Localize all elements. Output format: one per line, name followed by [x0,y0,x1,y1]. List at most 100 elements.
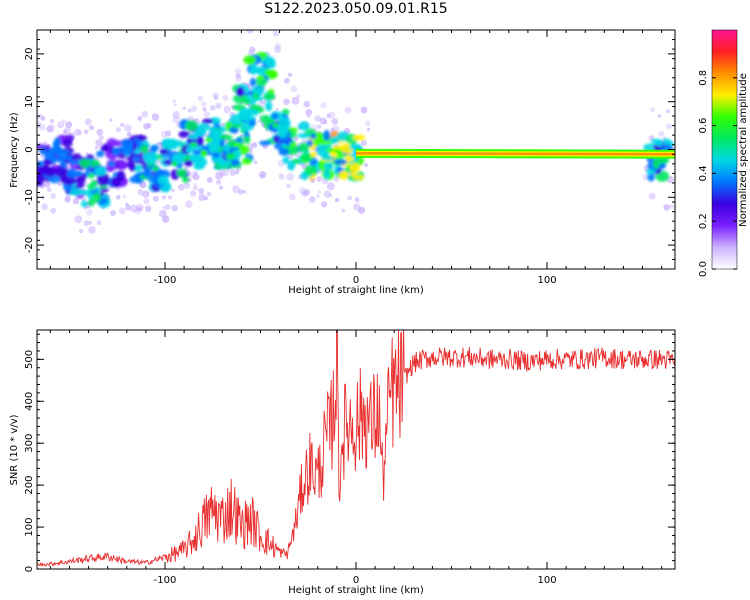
spectrogram-noise-dot [138,206,143,212]
spectrogram-noise-dot [341,208,346,213]
spectrogram-noise-dot [323,190,332,198]
spectrogram-cluster-core [171,161,178,167]
y-tick-label: 400 [24,392,35,411]
spectrogram-noise-dot [286,183,291,189]
spectrogram-noise-dot [364,120,371,127]
spectrogram-cluster [194,128,206,137]
y-tick-label: 0 [24,566,35,572]
y-tick-label: 200 [24,476,35,495]
spectrogram-noise-dot [305,108,313,116]
spectrogram-noise-dot [360,106,368,114]
spectrogram-noise-dot [50,207,57,214]
spectrogram-noise-dot [185,200,193,209]
spectrogram-noise-dot [303,100,311,108]
spectrogram-noise-dot [316,176,323,182]
spectrogram-noise-dot [650,107,655,113]
spectrogram-cluster [69,188,83,196]
colorbar-tick-label: 0.0 [698,261,709,277]
spectrogram-cluster [278,147,290,156]
spectrogram-cluster [255,66,266,74]
spectrogram-noise-dot [65,121,73,129]
spectrogram-cluster [145,157,157,165]
spectrogram-noise-dot [115,127,121,133]
spectrogram-cluster [243,135,251,144]
spectrogram-noise-dot [206,192,212,197]
spectrogram-noise-dot [46,124,55,133]
spectrogram-noise-dot [62,129,68,134]
spectrogram-noise-dot [293,136,299,141]
spectrogram-noise-dot [221,122,226,127]
spectrogram-cluster [100,145,109,152]
spectrogram-noise-dot [665,109,670,114]
spectrogram-noise-dot [171,188,175,193]
spectrogram-cluster [310,133,317,140]
spectrogram-noise-dot [330,127,336,133]
spectrogram-noise-dot [288,72,293,77]
spectrogram-noise-dot [284,77,290,84]
spectrogram-noise-dot [680,143,684,147]
spectrogram-noise-dot [323,120,328,124]
spectrogram-noise-dot [190,190,197,197]
spectrogram-cluster [62,177,77,186]
spectrogram-cluster [657,157,670,164]
spectrogram-noise-dot [274,45,282,54]
spectrogram-cluster [225,152,236,160]
spectrogram-cluster [236,86,245,97]
spectrogram-cluster [297,133,311,139]
spectrogram-noise-dot [94,146,98,150]
spectrogram-cluster [286,145,300,155]
spectrogram-cluster [263,56,275,65]
spectrogram-noise-dot [143,123,150,130]
spectrogram-noise-dot [317,190,322,194]
spectrogram-noise-dot [198,188,205,194]
spectrogram-noise-dot [676,174,684,182]
spectrogram-noise-dot [172,111,180,119]
spectrogram-noise-dot [116,186,120,191]
spectrogram-noise-dot [234,74,243,82]
spectrogram-noise-dot [234,169,240,175]
spectrogram-cluster [264,69,276,78]
spectrogram-noise-dot [209,105,216,111]
spectrogram-noise-dot [72,198,79,205]
spectrogram-cluster [66,168,78,179]
spectrogram-cluster-core [310,151,318,157]
spectrogram-noise-dot [678,155,683,160]
spectrogram-noise-dot [232,185,240,193]
spectrogram-noise-dot [201,101,207,107]
spectrogram-noise-dot [145,205,152,212]
spectrogram-cluster [263,93,276,100]
spectrogram-cluster [323,130,331,141]
spectrogram-noise-dot [332,125,340,133]
y-tick-label: 500 [24,350,35,369]
spectrogram-clusters [37,52,674,208]
spectrogram-noise-dot [124,124,132,132]
spectrogram-cluster [57,165,64,176]
spectrogram-noise-dot [37,121,42,129]
spectrogram-noise-dot [24,181,29,186]
spectrogram-noise-dot [83,206,87,210]
spectrogram-cluster [74,178,85,189]
colorbar-gradient [711,29,738,270]
y-tick-label: 100 [24,518,35,537]
spectrogram-noise-dot [283,98,290,106]
spectrogram-noise-dot [246,142,252,148]
spectrogram-cluster [200,149,208,157]
spectrogram-cluster-core [37,161,45,167]
spectrogram-noise-dot [192,173,200,181]
spectrogram-cluster [96,175,110,186]
spectrogram-cluster-core [272,123,280,129]
spectrogram-cluster [241,157,252,165]
spectrogram-noise-dot [290,85,298,92]
carrier-band-core [355,152,675,156]
spectrogram-cluster-core [289,142,297,148]
spectrogram-noise-dot [334,197,340,203]
spectrogram-cluster [217,160,230,167]
spectrogram-cluster [196,136,204,147]
spectrogram-noise-dot [50,193,57,200]
spectrogram-noise-dot [29,184,34,189]
spectrogram-noise-dot [187,108,192,113]
spectrogram-cluster [176,168,187,178]
spectrogram-noise-dot [202,107,207,112]
spectrogram-noise-dot [321,201,328,208]
